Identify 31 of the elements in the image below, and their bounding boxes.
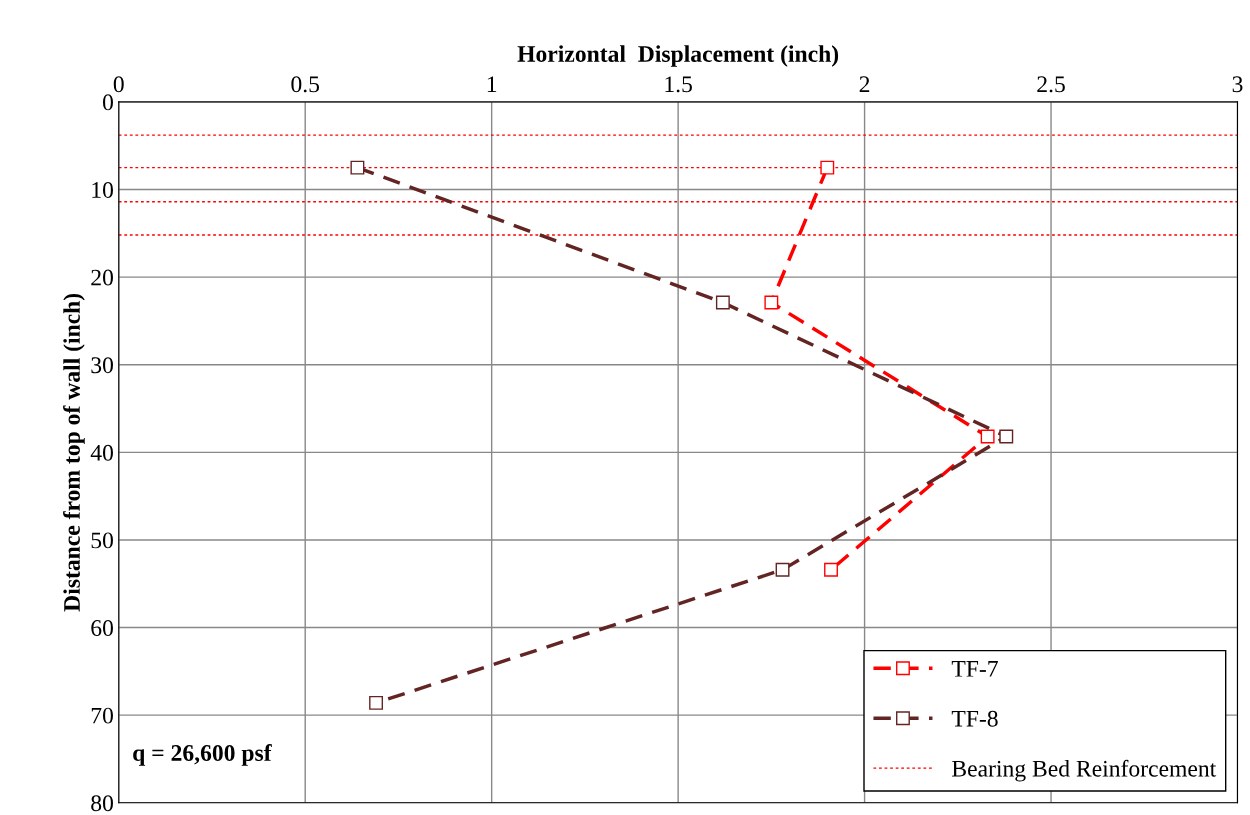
point [764, 295, 779, 310]
x-tick-label: 1.5 [665, 76, 692, 93]
y-tick-label: 0 [102, 94, 113, 111]
annotation: q = 26,600 psf [133, 744, 272, 766]
legend-label: Bearing Bed Reinforcement [952, 759, 1217, 782]
legend-label: TF-8 [951, 710, 998, 727]
point [369, 695, 384, 710]
point [999, 429, 1014, 444]
x-tick-label: 3 [1232, 76, 1243, 93]
point [350, 160, 365, 175]
x-tick-label: 0.5 [291, 76, 320, 93]
x-tick-label: 2 [859, 76, 870, 92]
x-tick-label: 1 [487, 76, 497, 92]
y-tick-label: 70 [91, 707, 113, 724]
y-tick-label: 40 [90, 444, 113, 461]
x-tick-label: 2.5 [1037, 76, 1065, 93]
y-axis-title: Distance from top of wall (inch) [63, 293, 85, 612]
legend-label: TF-7 [951, 661, 998, 677]
point [980, 429, 995, 444]
y-tick-label: 20 [91, 269, 113, 286]
y-tick-label: 80 [91, 795, 113, 812]
x-tick-label: 0 [113, 76, 124, 93]
y-tick-label: 60 [91, 620, 113, 636]
point [820, 160, 835, 175]
y-tick-label: 50 [91, 532, 113, 549]
point [715, 295, 730, 310]
point [824, 562, 838, 577]
y-tick-label: 10 [92, 181, 113, 198]
point [775, 562, 790, 577]
x-axis-title: Horizontal Displacement (inch) [517, 45, 839, 67]
y-tick-label: 30 [91, 357, 113, 374]
